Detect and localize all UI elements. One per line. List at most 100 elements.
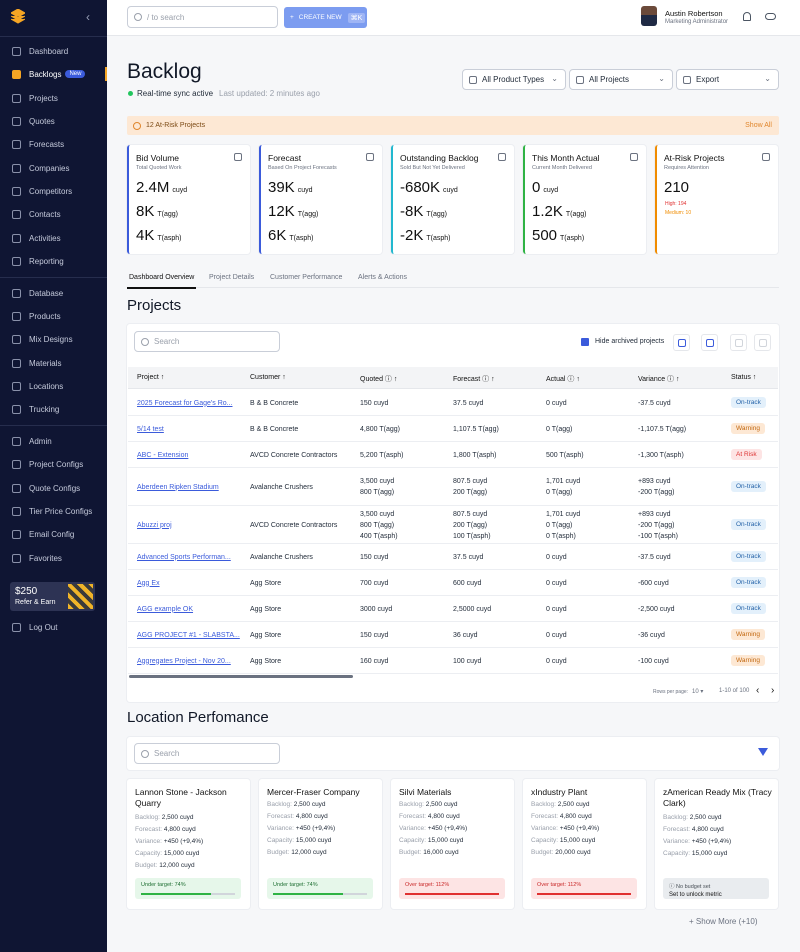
column-status[interactable]: Status ↑ (731, 374, 757, 381)
tab-dashboard-overview[interactable]: Dashboard Overview (129, 274, 195, 281)
table-row[interactable]: Agg Ex Agg Store 700 cuyd 600 cuyd 0 cuyd -60… (128, 570, 778, 596)
sidebar-item-label: Project Configs (29, 459, 84, 469)
export-dropdown[interactable]: Export ⌄ (676, 69, 779, 90)
contacts-icon (12, 209, 21, 219)
sidebar-item-database[interactable]: Database (0, 284, 107, 302)
project-link[interactable]: Aberdeen Ripken Stadium (137, 483, 219, 491)
prev-page-icon[interactable]: ‹ (756, 685, 760, 696)
sidebar-item-tier-price-configs[interactable]: Tier Price Configs (0, 502, 107, 520)
sidebar-item-trucking[interactable]: Trucking (0, 400, 107, 418)
column-customer[interactable]: Customer ↑ (250, 374, 286, 381)
tab-project-details[interactable]: Project Details (209, 274, 255, 281)
quoted-value: 150 cuyd (360, 631, 389, 639)
project-link[interactable]: 2025 Forecast for Gage's Ro... (137, 399, 233, 407)
column-project[interactable]: Project ↑ (137, 374, 165, 381)
logout-button[interactable]: Log Out (0, 618, 107, 636)
copy-button[interactable] (730, 334, 747, 351)
column-actual[interactable]: Actual ⓘ ↑ (546, 376, 580, 383)
sidebar-item-materials[interactable]: Materials (0, 354, 107, 372)
avatar[interactable] (641, 6, 657, 26)
location-card[interactable]: zAmerican Ready Mix (Tracy Clark) Backlog… (655, 779, 778, 909)
column-forecast[interactable]: Forecast ⓘ ↑ (453, 376, 495, 383)
settings-button[interactable] (701, 334, 718, 351)
location-card[interactable]: Lannon Stone - Jackson Quarry Backlog: 2,… (127, 779, 250, 909)
location-card[interactable]: Silvi Materials Backlog: 2,500 cuyd Foreca… (391, 779, 514, 909)
kpi-subtitle: Sold But Not Yet Delivered (400, 165, 465, 171)
rows-per-page-select[interactable]: 10 ▾ (692, 689, 704, 695)
sidebar-item-quotes[interactable]: Quotes (0, 112, 107, 130)
kpi-card-at-risk-projects[interactable]: At-Risk Projects Requires Attention 210 Hig… (655, 145, 778, 254)
sidebar-item-forecasts[interactable]: Forecasts (0, 135, 107, 153)
column-variance[interactable]: Variance ⓘ ↑ (638, 376, 680, 383)
tab-customer-performance[interactable]: Customer Performance (270, 274, 343, 281)
locations-search-input[interactable]: Search (134, 743, 280, 764)
sidebar-item-backlogs[interactable]: Backlogs New (0, 65, 107, 83)
kpi-card-outstanding-backlog[interactable]: Outstanding Backlog Sold But Not Yet Deli… (391, 145, 514, 254)
show-all-link[interactable]: Show All (745, 122, 772, 129)
location-card[interactable]: xIndustry Plant Backlog: 2,500 cuyd Foreca… (523, 779, 646, 909)
star-icon (12, 553, 21, 563)
sidebar-item-competitors[interactable]: Competitors (0, 182, 107, 200)
sidebar-item-locations[interactable]: Locations (0, 377, 107, 395)
projects-search-input[interactable]: Search (134, 331, 280, 352)
project-link[interactable]: Advanced Sports Performan... (137, 553, 231, 561)
create-new-button[interactable]: + CREATE NEW ⌘K (284, 7, 367, 28)
table-row[interactable]: Aberdeen Ripken Stadium Avalanche Crusher… (128, 468, 778, 506)
project-link[interactable]: Abuzzi proj (137, 521, 172, 529)
tab-alerts-actions[interactable]: Alerts & Actions (358, 274, 408, 281)
table-row[interactable]: Advanced Sports Performan... Avalanche Cr… (128, 544, 778, 570)
warning-icon (133, 121, 141, 130)
sidebar-item-activities[interactable]: Activities (0, 229, 107, 247)
kpi-card-forecast[interactable]: Forecast Based On Project Forecasts 39K cuy… (259, 145, 382, 254)
bell-icon[interactable] (743, 12, 751, 21)
sidebar-item-contacts[interactable]: Contacts (0, 205, 107, 223)
location-card[interactable]: Mercer-Fraser Company Backlog: 2,500 cuyd… (259, 779, 382, 909)
column-quoted[interactable]: Quoted ⓘ ↑ (360, 376, 398, 383)
show-more-button[interactable]: + Show More (+10) (689, 917, 758, 926)
table-row[interactable]: AGG PROJECT #1 - SLABSTA... Agg Store 150 … (128, 622, 778, 648)
table-row[interactable]: 2025 Forecast for Gage's Ro... B & B Conc… (128, 390, 778, 416)
project-link[interactable]: 5/14 test (137, 425, 164, 433)
table-row[interactable]: AGG example OK Agg Store 3000 cuyd 2,5000 c… (128, 596, 778, 622)
filter-icon[interactable] (758, 748, 768, 756)
projects-dropdown[interactable]: All Projects ⌄ (569, 69, 673, 90)
sidebar-item-projects[interactable]: Projects (0, 89, 107, 107)
sidebar-item-dashboard[interactable]: Dashboard (0, 42, 107, 60)
table-row[interactable]: Aggregates Project - Nov 20... Agg Store 1… (128, 648, 778, 674)
product-types-dropdown[interactable]: All Product Types ⌄ (462, 69, 566, 90)
sidebar-item-favorites[interactable]: Favorites (0, 549, 107, 567)
sidebar-item-email-config[interactable]: Email Config (0, 525, 107, 543)
sidebar-item-quote-configs[interactable]: Quote Configs (0, 479, 107, 497)
project-link[interactable]: AGG PROJECT #1 - SLABSTA... (137, 631, 240, 639)
kpi-value: 0 cuyd (532, 179, 559, 196)
kpi-card-this-month-actual[interactable]: This Month Actual Current Month Delivered… (523, 145, 646, 254)
sidebar-item-products[interactable]: Products (0, 307, 107, 325)
sidebar-item-project-configs[interactable]: Project Configs (0, 455, 107, 473)
project-link[interactable]: AGG example OK (137, 605, 194, 613)
table-row[interactable]: ABC - Extension AVCD Concrete Contractors… (128, 442, 778, 468)
project-link[interactable]: Agg Ex (137, 579, 160, 587)
sidebar-item-label: Contacts (29, 209, 61, 219)
sidebar-item-label: Locations (29, 381, 64, 391)
hide-archived-checkbox[interactable] (581, 338, 589, 346)
global-search-input[interactable]: / to search (127, 6, 278, 28)
sidebar-item-label: Materials (29, 358, 62, 368)
project-link[interactable]: ABC - Extension (137, 451, 189, 459)
project-link[interactable]: Aggregates Project - Nov 20... (137, 657, 231, 665)
print-button[interactable] (673, 334, 690, 351)
sidebar-item-admin[interactable]: Admin (0, 432, 107, 450)
kpi-icon (498, 153, 506, 161)
table-row[interactable]: Abuzzi proj AVCD Concrete Contractors 3,50… (128, 506, 778, 544)
refer-earn-button[interactable]: $250 Refer & Earn (10, 582, 95, 611)
refresh-button[interactable] (754, 334, 771, 351)
kpi-card-bid-volume[interactable]: Bid Volume Total Quoted Work 2.4M cuyd 8K T(a… (127, 145, 250, 254)
sidebar-item-companies[interactable]: Companies (0, 159, 107, 177)
sidebar-item-reporting[interactable]: Reporting (0, 252, 107, 270)
cloud-icon[interactable] (765, 13, 776, 20)
forecast-value: 37.5 cuyd (453, 399, 484, 407)
sidebar-item-mix-designs[interactable]: Mix Designs (0, 330, 107, 348)
next-page-icon[interactable]: › (771, 685, 775, 696)
table-row[interactable]: 5/14 test B & B Concrete 4,800 T(agg) 1,107… (128, 416, 778, 442)
collapse-sidebar-icon[interactable]: ‹ (86, 10, 90, 24)
table-scrollbar[interactable] (129, 675, 353, 678)
